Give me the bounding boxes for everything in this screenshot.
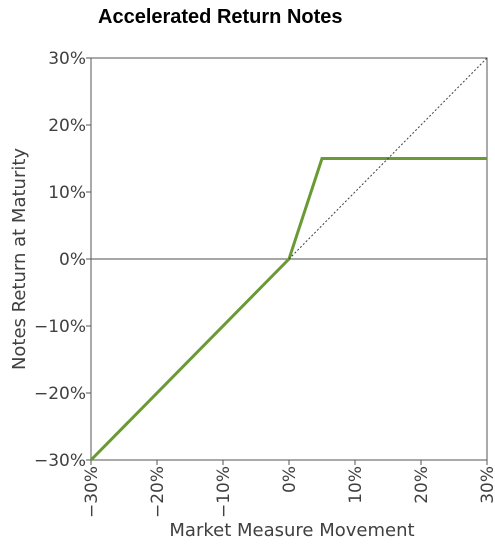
x-axis-label: Market Measure Movement [169,520,414,540]
y-tick-label: −20% [34,384,86,404]
x-tick-label: −10% [214,466,234,518]
x-tick-label: −20% [148,466,168,518]
y-tick-label: 30% [48,49,86,69]
series-line-0 [89,157,487,462]
x-tick-label: 30% [478,466,495,504]
x-tick-label: 20% [412,466,432,504]
chart-title: Accelerated Return Notes [98,6,343,28]
x-tick-label: −30% [82,466,102,518]
y-axis-label: Notes Return at Maturity [9,148,30,370]
x-tick-label: 0% [280,466,300,493]
y-tick-label: 10% [48,183,86,203]
y-tick-label: −10% [34,317,86,337]
series-line-1-dotted [288,57,488,260]
x-tick-label: 10% [346,466,366,504]
y-tick-label: 0% [59,250,86,270]
y-tick-label: −30% [34,451,86,471]
y-tick-label: 20% [48,116,86,136]
